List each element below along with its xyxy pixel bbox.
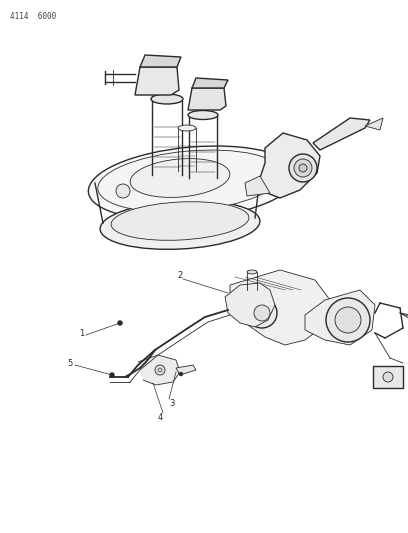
Text: 3: 3 — [169, 399, 175, 408]
Ellipse shape — [178, 125, 196, 131]
Polygon shape — [176, 365, 196, 375]
Ellipse shape — [247, 270, 257, 274]
Ellipse shape — [130, 159, 230, 197]
Polygon shape — [225, 283, 275, 327]
Circle shape — [109, 373, 115, 377]
Text: 1: 1 — [80, 328, 84, 337]
Polygon shape — [230, 270, 330, 345]
Circle shape — [289, 154, 317, 182]
Ellipse shape — [111, 201, 249, 240]
Circle shape — [118, 320, 122, 326]
Ellipse shape — [188, 110, 218, 119]
Polygon shape — [305, 290, 375, 345]
Polygon shape — [140, 55, 181, 67]
Text: 4114  6000: 4114 6000 — [10, 12, 56, 21]
Polygon shape — [192, 78, 228, 88]
Polygon shape — [245, 176, 270, 196]
Text: 4: 4 — [157, 413, 163, 422]
Polygon shape — [135, 67, 179, 95]
Text: 2: 2 — [177, 271, 183, 279]
Circle shape — [116, 184, 130, 198]
Circle shape — [247, 298, 277, 328]
Polygon shape — [365, 118, 383, 130]
Circle shape — [383, 372, 393, 382]
Circle shape — [299, 164, 307, 172]
Circle shape — [155, 365, 165, 375]
Circle shape — [294, 159, 312, 177]
FancyBboxPatch shape — [373, 366, 403, 388]
Ellipse shape — [98, 150, 282, 212]
Ellipse shape — [100, 200, 260, 249]
Polygon shape — [313, 118, 370, 150]
Circle shape — [254, 305, 270, 321]
Polygon shape — [260, 133, 320, 198]
Polygon shape — [138, 355, 180, 385]
Circle shape — [158, 368, 162, 372]
Ellipse shape — [151, 94, 183, 104]
Circle shape — [326, 298, 370, 342]
Polygon shape — [188, 88, 226, 110]
Circle shape — [179, 372, 183, 376]
Circle shape — [335, 307, 361, 333]
Ellipse shape — [89, 146, 298, 220]
Text: 5: 5 — [67, 359, 73, 367]
